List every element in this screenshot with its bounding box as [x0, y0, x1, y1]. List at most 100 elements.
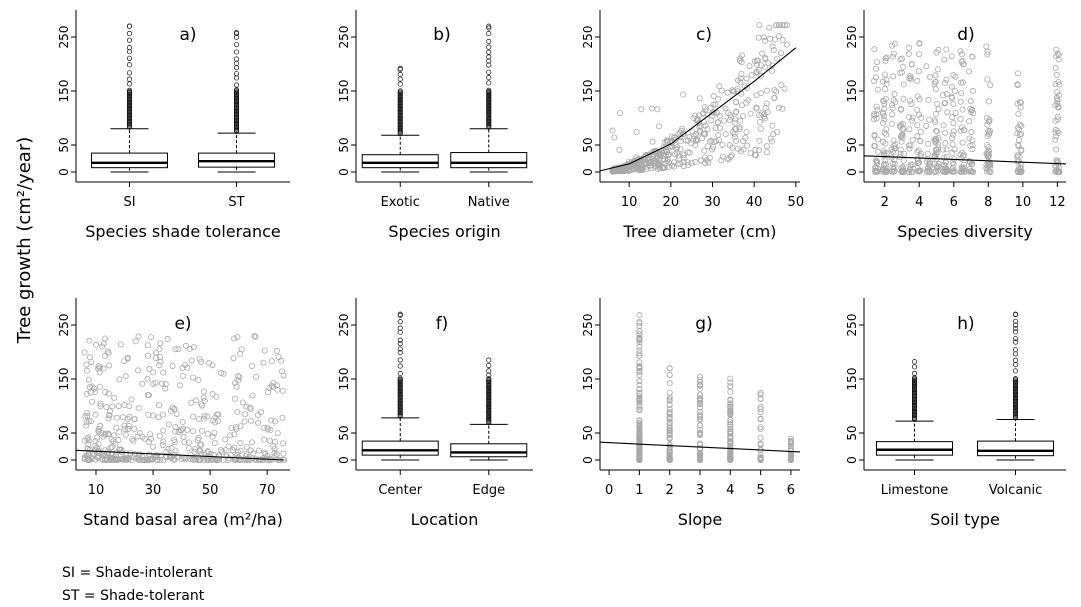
- scatter-point: [105, 350, 112, 357]
- scatter-point: [249, 392, 256, 399]
- scatter-point: [86, 354, 93, 361]
- scatter-point: [984, 149, 991, 156]
- outlier-point: [486, 25, 492, 31]
- scatter-point: [237, 456, 244, 463]
- scatter-point: [190, 413, 197, 420]
- scatter-point: [927, 74, 934, 81]
- outlier-point: [397, 319, 403, 325]
- scatter-point: [754, 57, 761, 64]
- scatter-point: [122, 425, 129, 432]
- scatter-point: [145, 392, 152, 399]
- scatter-point: [135, 454, 142, 461]
- scatter-point: [761, 113, 768, 120]
- y-tick-label: 50: [337, 425, 351, 440]
- y-tick-label: 50: [581, 137, 595, 152]
- scatter-point: [704, 125, 711, 132]
- y-tick-label: 50: [57, 425, 71, 440]
- scatter-point: [267, 427, 274, 434]
- scatter-point: [686, 134, 693, 141]
- scatter-point: [697, 404, 704, 411]
- y-tick-label: 150: [845, 80, 859, 103]
- scatter-point: [187, 456, 194, 463]
- scatter-point: [897, 105, 904, 112]
- scatter-point: [666, 406, 673, 413]
- scatter-point: [900, 63, 907, 70]
- outlier-point: [486, 69, 492, 75]
- scatter-point: [1054, 89, 1061, 96]
- scatter-point: [92, 442, 99, 449]
- scatter-point: [243, 443, 250, 450]
- scatter-point: [195, 377, 202, 384]
- scatter-point: [959, 57, 966, 64]
- scatter-point: [152, 379, 159, 386]
- x-tick-label: 12: [1049, 195, 1066, 210]
- scatter-point: [171, 439, 178, 446]
- scatter-point: [159, 411, 166, 418]
- scatter-point: [247, 417, 254, 424]
- scatter-point: [103, 404, 110, 411]
- scatter-point: [873, 158, 880, 165]
- scatter-point: [636, 367, 643, 374]
- scatter-point: [131, 416, 138, 423]
- scatter-point: [165, 445, 172, 452]
- scatter-point: [636, 352, 643, 359]
- scatter-point: [157, 358, 164, 365]
- scatter-point: [966, 135, 973, 142]
- scatter-point: [115, 437, 122, 444]
- scatter-point: [983, 43, 990, 50]
- scatter-point: [636, 390, 643, 397]
- scatter-point: [252, 333, 259, 340]
- scatter-point: [266, 437, 273, 444]
- scatter-point: [95, 363, 102, 370]
- outlier-point: [126, 23, 133, 29]
- scatter-point: [147, 435, 154, 442]
- outlier-point: [911, 364, 918, 370]
- scatter-point: [81, 349, 88, 356]
- scatter-point: [204, 413, 211, 420]
- y-tick-label: 250: [337, 314, 351, 337]
- scatter-point: [205, 455, 212, 462]
- scatter-point: [96, 383, 103, 390]
- scatter-point: [1018, 130, 1025, 137]
- box-center: [361, 311, 439, 461]
- scatter-point: [636, 423, 643, 430]
- box-iqr: [361, 154, 439, 169]
- scatter-point: [160, 369, 167, 376]
- panel-6: 0 50 150 250 f) Location Center Edge: [337, 298, 533, 529]
- scatter-point: [941, 100, 948, 107]
- outlier-point: [1012, 326, 1019, 332]
- scatter-point: [697, 127, 704, 134]
- x-tick-label: 0: [605, 483, 613, 498]
- scatter-point: [261, 436, 268, 443]
- scatter-point: [914, 155, 921, 162]
- outlier-point: [1012, 351, 1019, 357]
- scatter-point: [1054, 168, 1061, 175]
- scatter-point: [183, 342, 190, 349]
- scatter-point: [660, 144, 667, 151]
- scatter-point: [949, 131, 956, 138]
- scatter-point: [697, 454, 704, 461]
- outlier-point: [486, 23, 492, 29]
- scatter-point: [914, 148, 921, 155]
- scatter-point: [949, 141, 956, 148]
- scatter-point: [756, 22, 763, 29]
- outlier-point: [486, 49, 492, 55]
- scatter-point: [959, 149, 966, 156]
- scatter-point: [889, 105, 896, 112]
- scatter-point: [1015, 143, 1022, 150]
- scatter-point: [952, 88, 959, 95]
- x-tick-label: 1: [635, 483, 643, 498]
- scatter-point: [205, 449, 212, 456]
- panel-letter: f): [436, 314, 449, 334]
- scatter-point: [270, 380, 277, 387]
- scatter-point: [915, 51, 922, 58]
- scatter-point: [697, 123, 704, 130]
- scatter-point: [92, 438, 99, 445]
- outlier-point: [233, 75, 240, 81]
- scatter-point: [156, 362, 163, 369]
- panel-letter: a): [179, 25, 196, 45]
- scatter-point: [1054, 50, 1061, 57]
- scatter-point: [280, 440, 287, 447]
- y-tick-label: 0: [57, 168, 71, 176]
- x-axis-label: Soil type: [930, 510, 1000, 529]
